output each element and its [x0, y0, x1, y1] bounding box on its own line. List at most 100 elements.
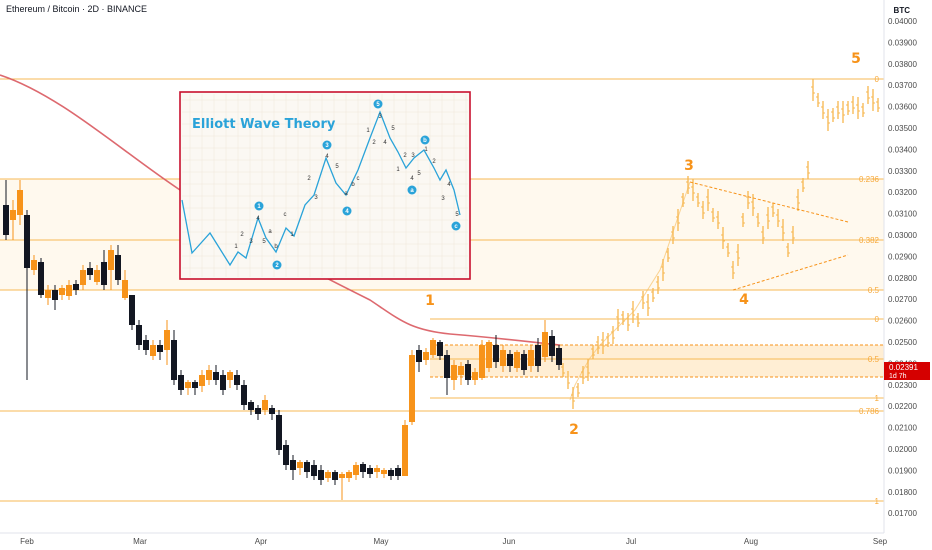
candle-body: [164, 330, 170, 350]
candle-body: [248, 402, 254, 410]
price-tick: 0.03100: [888, 210, 917, 219]
inset-major-label: 3: [325, 143, 329, 149]
fib-label: 0.236: [859, 175, 880, 184]
candle-body: [430, 340, 436, 355]
candle-body: [297, 462, 303, 468]
candle-body: [115, 255, 121, 280]
candle-body: [283, 445, 289, 465]
candle-body: [493, 345, 499, 362]
time-axis: Feb Mar Apr May Jun Jul Aug Sep: [0, 532, 888, 546]
fib-label: 1: [875, 497, 880, 506]
time-label: Mar: [133, 537, 147, 546]
candle-body: [514, 352, 520, 368]
inset-minor-label: b: [274, 244, 278, 250]
candle-body: [150, 345, 156, 356]
inset-minor-label: 3: [249, 239, 253, 245]
candle-body: [213, 372, 219, 380]
candle-body: [241, 385, 247, 405]
inset-minor-label: c: [284, 212, 287, 218]
inset-minor-label: 1: [234, 244, 238, 250]
time-label: Feb: [20, 537, 34, 546]
candle-body: [143, 340, 149, 350]
price-tick: 0.02800: [888, 274, 917, 283]
inset-major-label: 5: [376, 102, 380, 108]
price-tick: 0.02200: [888, 402, 917, 411]
candle-body: [542, 332, 548, 357]
inset-minor-label: 2: [403, 153, 407, 159]
time-label: May: [373, 537, 388, 546]
wave-label-5: 5: [851, 51, 861, 67]
inset-minor-label: 3: [411, 153, 415, 159]
candle-body: [318, 470, 324, 480]
candle-body: [381, 470, 387, 474]
candle-body: [255, 408, 261, 414]
candle-body: [339, 474, 345, 478]
inset-minor-label: 1: [424, 147, 428, 153]
fib-labels: 0 0.236 0.382 0.5 0 0.5 1 0.786 1: [859, 75, 880, 506]
candle-body: [122, 280, 128, 298]
price-tick: 0.02700: [888, 295, 917, 304]
inset-minor-label: 5: [455, 212, 459, 218]
price-tick: 0.01900: [888, 466, 917, 475]
candle-body: [192, 382, 198, 388]
inset-minor-label: 5: [335, 164, 339, 170]
fib-label: 0: [875, 315, 880, 324]
inset-minor-label: 2: [240, 232, 244, 238]
candle-body: [423, 352, 429, 360]
inset-major-label: 4: [345, 209, 349, 215]
candle-body: [38, 262, 44, 295]
price-tick: 0.03900: [888, 38, 917, 47]
candle-body: [3, 205, 9, 235]
candle-body: [402, 425, 408, 476]
candle-body: [10, 210, 16, 220]
inset-minor-label: 2: [307, 176, 311, 182]
candle-body: [528, 350, 534, 366]
candle-body: [479, 345, 485, 378]
candle-body: [535, 345, 541, 366]
inset-wave-path: [181, 110, 461, 267]
candle-body: [171, 340, 177, 380]
price-tick: 0.02600: [888, 317, 917, 326]
projection-bars: [561, 79, 880, 409]
candle-body: [451, 365, 457, 380]
inset-minor-label: a: [268, 229, 272, 235]
inset-minor-label: 2: [432, 159, 436, 165]
inset-major-label: b: [423, 138, 427, 144]
inset-minor-label: 2: [372, 140, 376, 146]
candle-body: [157, 345, 163, 352]
candle-body: [276, 415, 282, 450]
inset-major-dot: [342, 206, 352, 216]
inset-minor-label: 4: [256, 216, 260, 222]
candle-body: [521, 354, 527, 370]
inset-frame: [179, 91, 471, 280]
triangle-lower: [732, 254, 849, 291]
inset-minor-label: 5: [262, 239, 266, 245]
candle-body: [52, 290, 58, 300]
inset-minor-label: 3: [441, 196, 445, 202]
candle-body: [332, 472, 338, 480]
price-tick: 0.03400: [888, 145, 917, 154]
price-axis: 0.04000 0.03900 0.03800 0.03700 0.03600 0.035…: [883, 0, 932, 550]
inset-minor-label: 5: [417, 171, 421, 177]
candle-body: [24, 215, 30, 268]
candle-body: [59, 288, 65, 295]
candle-body: [325, 472, 331, 478]
inset-minor-label: 4: [325, 154, 329, 160]
candle-body: [178, 375, 184, 390]
candle-body: [101, 262, 107, 285]
time-label: Apr: [255, 537, 268, 546]
candle-body: [87, 268, 93, 275]
candle-body: [73, 284, 79, 290]
candle-body: [136, 325, 142, 345]
price-tick: 0.01800: [888, 488, 917, 497]
candle-body: [220, 375, 226, 390]
candle-body: [507, 354, 513, 366]
inset-major-label: 1: [257, 204, 261, 210]
inset-minor-label: 4: [410, 176, 414, 182]
inset-major-dot: [407, 185, 417, 195]
inset-major-label: a: [410, 188, 414, 194]
axis-background: [884, 0, 932, 550]
inset-minor-label: 3: [314, 195, 318, 201]
